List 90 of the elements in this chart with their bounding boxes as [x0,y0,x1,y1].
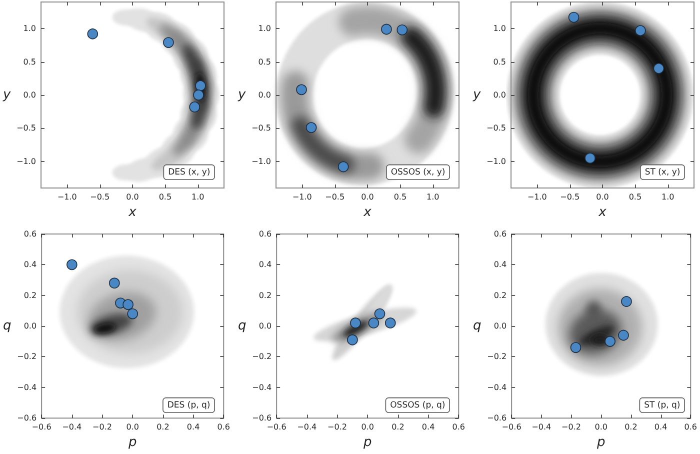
x-tick-label: −0.5 [325,192,345,202]
y-tick-label: 0.0 [24,322,37,331]
x-tick-label: 0.6 [684,422,698,432]
x-tick-label: −0.6 [32,422,52,432]
annotation: ST (x, y) [644,168,680,178]
y-tick-label: 1.0 [493,24,506,34]
x-tick-label: −0.4 [297,422,317,432]
y-tick-label: −0.2 [487,352,507,362]
y-tick-label: 0.0 [493,90,506,100]
x-tick-label: 0.0 [361,192,374,202]
y-tick-label: 0.2 [494,290,507,300]
x-tick-label: 0.0 [361,422,374,432]
y-tick-label: 0.6 [24,230,37,238]
y-axis-title: y [236,88,246,102]
y-tick-label: 0.6 [258,230,272,238]
x-tick-label: −0.6 [266,422,286,432]
y-tick-label: 0.4 [258,260,272,270]
y-tick-label: −0.6 [252,414,272,423]
y-tick-label: −0.4 [17,382,37,392]
y-tick-label: −0.5 [252,124,272,133]
y-tick-label: −0.5 [486,124,506,133]
y-tick-label: 0.6 [494,230,507,238]
x-tick-label: 0.5 [394,192,407,202]
x-tick-label: −0.4 [62,422,82,432]
x-axis-title: p [362,435,372,450]
x-tick-label: 0.5 [628,192,642,202]
y-tick-label: −0.4 [252,382,272,392]
y-tick-label: 0.0 [258,90,272,100]
annotation: OSSOS (x, y) [390,168,446,178]
y-tick-label: 0.2 [24,290,37,300]
x-tick-label: 0.0 [126,192,139,202]
x-tick-label: −1.0 [57,192,77,202]
y-axis-title: y [2,88,11,102]
x-tick-label: 0.2 [156,422,170,432]
x-tick-label: 0.0 [594,422,608,432]
x-tick-label: 0.4 [654,422,668,432]
y-axis-title: q [238,318,246,334]
y-tick-label: −1.0 [252,156,272,166]
x-tick-label: 0.2 [624,422,638,432]
y-tick-label: 0.5 [493,57,506,66]
x-tick-label: 0.0 [596,192,609,202]
y-tick-label: −0.5 [16,124,36,133]
y-tick-label: 0.4 [494,260,507,270]
y-tick-label: 0.0 [23,90,36,100]
annotation: OSSOS (p, q) [390,400,446,411]
y-axis-title: y [472,88,481,102]
y-axis-title: q [2,318,12,334]
x-tick-label: 1.0 [191,192,204,202]
y-tick-label: 0.5 [258,57,272,66]
x-tick-label: −1.0 [527,192,547,202]
y-tick-label: −0.2 [17,352,37,362]
y-tick-label: −1.0 [16,156,36,166]
x-tick-label: 1.0 [661,192,674,202]
x-tick-label: −0.5 [560,192,580,202]
y-tick-label: 1.0 [23,24,36,34]
x-axis-title: x [128,204,137,220]
annotation: ST (p, q) [644,400,680,411]
x-tick-label: 0.6 [217,422,230,432]
annotation: DES (p, q) [167,400,210,411]
y-tick-label: 0.5 [23,57,36,66]
x-tick-label: 0.2 [392,422,404,432]
x-tick-label: −0.4 [532,422,552,432]
y-tick-label: 1.0 [258,24,272,34]
x-tick-label: −0.6 [502,422,522,432]
y-tick-label: −0.6 [487,414,507,423]
y-tick-label: 0.0 [494,322,507,331]
y-tick-label: −0.4 [487,382,507,392]
x-axis-title: x [362,204,372,220]
x-axis-title: x [598,204,607,220]
y-tick-label: −0.6 [17,414,37,423]
x-tick-label: 0.6 [452,422,466,432]
x-tick-label: 0.4 [186,422,200,432]
y-tick-label: 0.0 [258,322,272,331]
x-tick-label: −0.2 [92,422,112,432]
y-tick-label: −1.0 [486,156,506,166]
y-tick-label: 0.2 [258,290,272,300]
x-tick-label: −0.5 [90,192,110,202]
annotation: DES (x, y) [168,168,210,178]
x-axis-title: p [127,435,137,450]
x-tick-label: −0.2 [328,422,347,432]
y-axis-title: q [472,318,482,334]
x-tick-label: 0.0 [126,422,139,432]
x-tick-label: 0.4 [422,422,435,432]
x-tick-label: 1.0 [426,192,440,202]
x-tick-label: 0.5 [158,192,172,202]
x-axis-title: p [596,435,606,450]
y-tick-label: 0.4 [24,260,37,270]
x-tick-label: −0.2 [562,422,581,432]
x-tick-label: −1.0 [292,192,312,202]
y-tick-label: −0.2 [252,352,272,362]
